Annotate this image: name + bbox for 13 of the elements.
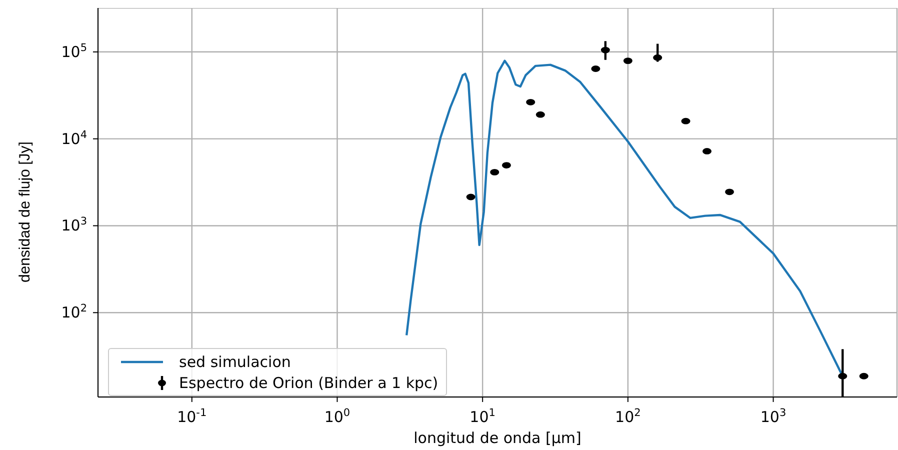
y-tick-label: 10$^{5}$ [61, 42, 87, 61]
y-tick-label: 10$^{3}$ [61, 216, 87, 235]
x-tick-label: 10$^{1}$ [470, 407, 496, 426]
x-tick-label: 10$^{-1}$ [177, 407, 207, 426]
legend-label: Espectro de Orion (Binder a 1 kpc) [179, 374, 438, 392]
x-tick-label: 10$^{2}$ [615, 407, 641, 426]
x-axis-title: longitud de onda [μm] [414, 429, 582, 447]
y-tick-label: 10$^{4}$ [61, 128, 88, 148]
x-tick-label: 10$^{3}$ [760, 407, 786, 426]
legend-label: sed simulacion [179, 352, 291, 370]
y-tick-label: 10$^{2}$ [61, 302, 87, 322]
y-axis-title: densidad de flujo [Jy] [16, 142, 34, 282]
x-tick-label: 10$^{0}$ [324, 407, 350, 426]
